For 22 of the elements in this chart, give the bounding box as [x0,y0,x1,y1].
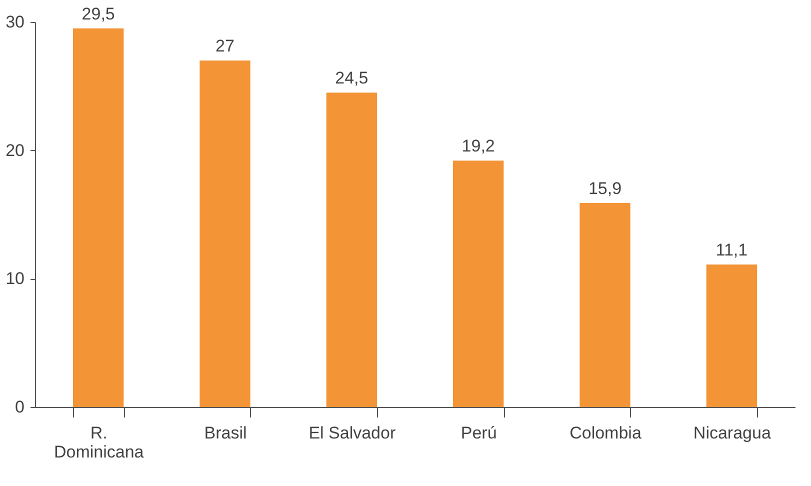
x-tick-label: Perú [460,424,497,442]
bar [453,160,504,407]
data-label: 29,5 [82,4,115,24]
x-tick-label: Colombia [570,424,642,442]
data-label: 19,2 [462,136,495,156]
x-tick-label: El Salvador [308,424,396,442]
data-label: 27 [216,36,234,56]
bar [580,202,630,407]
bar [326,92,377,407]
data-label: 24,5 [335,68,368,88]
bar [73,28,124,407]
y-tick-label: 0 [15,398,24,416]
data-label: 15,9 [588,178,622,198]
data-label: 11,1 [716,240,748,260]
bar [200,60,250,407]
y-tick-label: 10 [6,269,24,288]
x-tick-label: Nicaragua [693,424,772,442]
y-tick-label: 30 [6,12,24,32]
y-tick-label: 20 [6,140,24,160]
x-tick-label: Brasil [204,424,247,442]
x-tick-label: R. Dominicana [54,424,144,462]
bar [706,264,757,407]
